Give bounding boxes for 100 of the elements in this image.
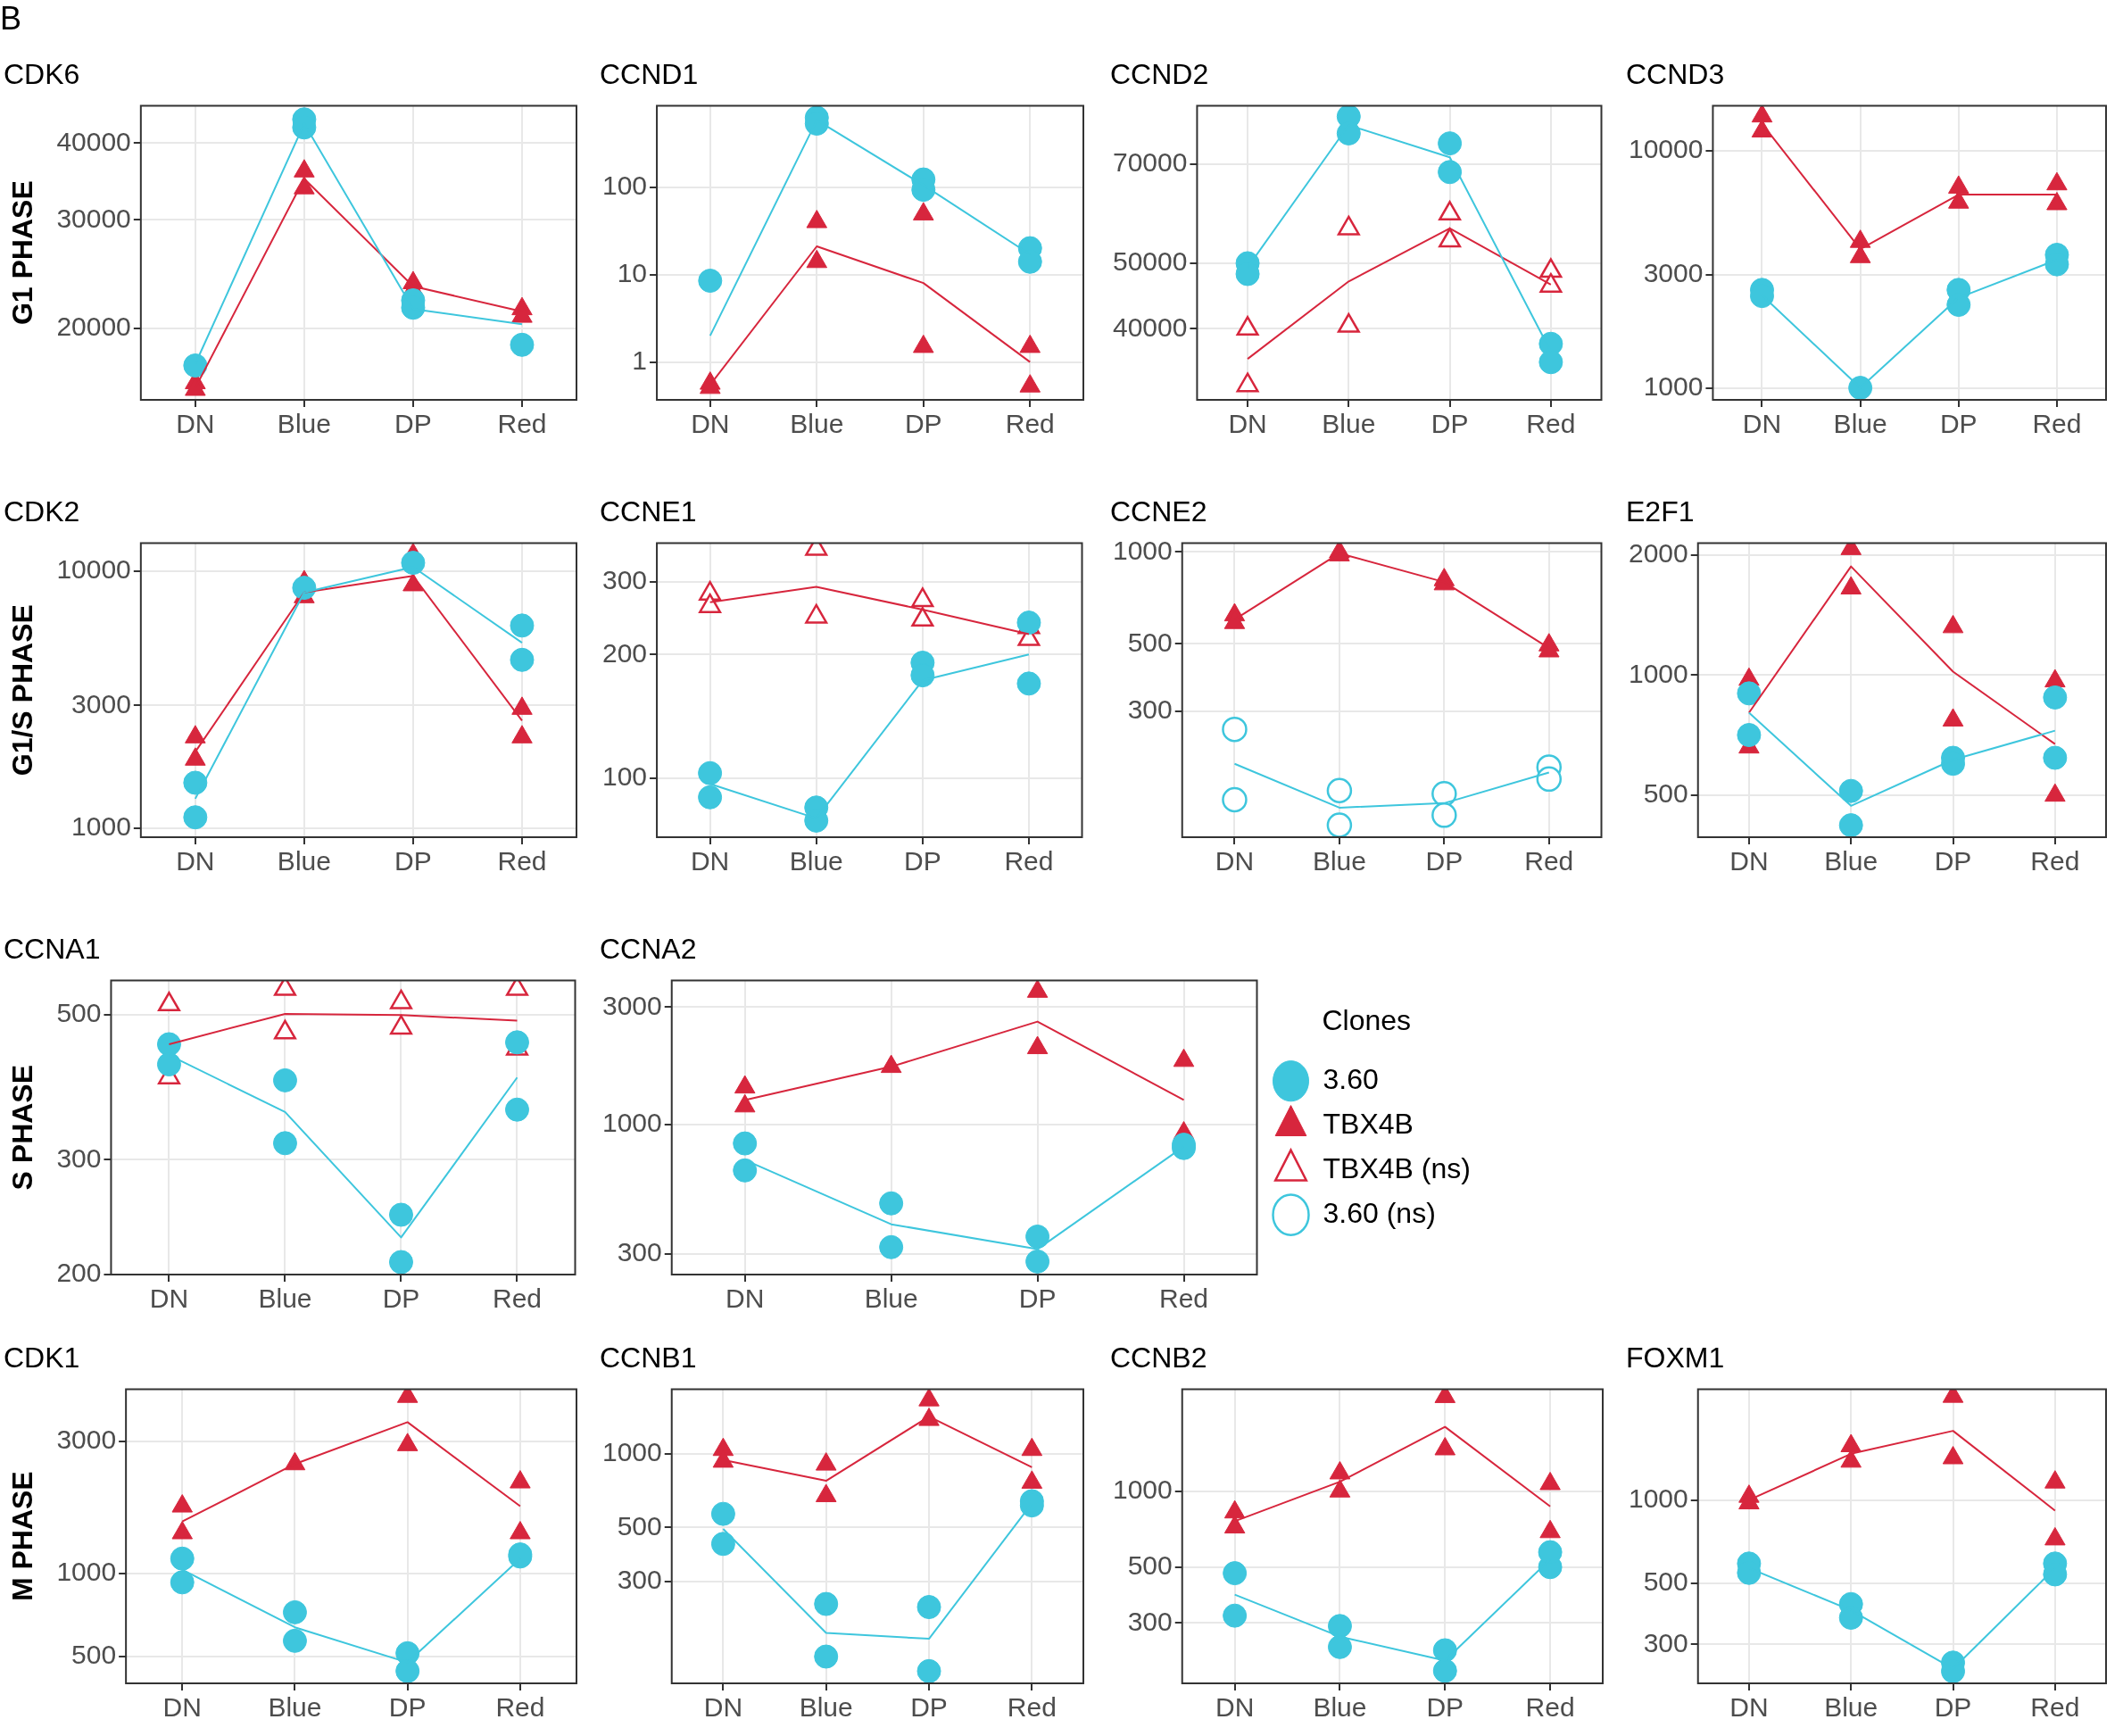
x-tick-label: Red [1159,1283,1209,1314]
y-tick-label: 70000 [1112,147,1188,178]
x-tick-label: Red [2030,1692,2080,1723]
y-tick-label: 1000 [1628,658,1688,688]
x-tick-label: Red [2032,409,2082,439]
x-tick-label: DP [1939,409,1978,439]
x-tick-label: DN [703,1692,743,1723]
legend-title: Clones [1322,1003,1412,1036]
y-tick-label: 300 [1127,1606,1173,1636]
y-tick-label: 500 [71,1639,117,1669]
chart-title: CDK6 [4,58,80,91]
y-tick-label: 3000 [1643,258,1704,288]
x-tick-label: DN [690,846,730,876]
x-tick-label: Red [497,409,547,439]
x-tick-label: Blue [1833,409,1887,439]
x-tick-label: DP [394,846,432,876]
x-tick-label: DP [910,1692,948,1723]
y-tick-label: 1000 [601,1437,662,1467]
y-tick-label: 1 [632,345,648,375]
y-tick-label: 3000 [56,1425,117,1455]
x-tick-label: DN [176,409,215,439]
x-tick-label: DP [1018,1283,1057,1314]
y-tick-label: 10000 [56,554,131,585]
y-tick-label: 10 [617,257,648,287]
legend-label: TBX4B [1323,1108,1414,1141]
x-tick-label: Blue [790,409,844,439]
y-tick-label: 1000 [71,810,131,841]
x-tick-label: DP [388,1692,427,1723]
chart-title: CDK2 [4,495,80,528]
y-axis-title: M PHASE [6,1471,39,1602]
x-tick-label: DN [1215,846,1255,876]
x-tick-label: DP [1934,846,1972,876]
x-tick-label: Blue [258,1283,312,1314]
y-tick-label: 100 [601,761,648,792]
legend-label: TBX4B (ns) [1323,1152,1471,1185]
y-tick-label: 500 [1127,627,1173,657]
x-tick-label: Red [1004,846,1054,876]
y-tick-label: 300 [617,1565,662,1595]
y-tick-label: 2000 [1628,537,1688,568]
chart-title: CCNB1 [600,1341,697,1375]
x-tick-label: DN [726,1283,765,1314]
chart-title: FOXM1 [1626,1341,1725,1375]
y-tick-label: 20000 [56,311,131,342]
legend-label: 3.60 [1323,1063,1379,1096]
y-tick-label: 3000 [601,990,662,1020]
chart-title: CCND3 [1626,58,1725,91]
y-tick-label: 3000 [71,688,131,718]
x-tick-label: Red [492,1283,543,1314]
y-tick-label: 30000 [56,203,131,233]
chart-title: CCND1 [600,58,699,91]
y-axis-title: G1/S PHASE [6,604,39,777]
y-tick-label: 300 [617,1236,662,1267]
y-tick-label: 1000 [1112,1474,1173,1505]
y-tick-label: 500 [1127,1550,1173,1581]
x-tick-label: DP [394,409,432,439]
x-tick-label: DN [1215,1692,1255,1723]
chart-title: CDK1 [4,1341,80,1375]
x-tick-label: Blue [1313,1692,1367,1723]
legend-label: 3.60 (ns) [1323,1197,1436,1230]
x-tick-label: DN [162,1692,202,1723]
x-tick-label: Blue [789,846,843,876]
y-tick-label: 1000 [601,1108,662,1138]
x-tick-label: Red [1525,1692,1575,1723]
x-tick-label: Red [1526,409,1576,439]
chart-title: CCNA1 [4,933,101,966]
y-tick-label: 500 [1643,1566,1688,1597]
y-tick-label: 500 [56,998,102,1028]
x-tick-label: Red [2030,846,2080,876]
x-tick-label: DN [149,1283,189,1314]
x-tick-label: DP [382,1283,420,1314]
y-tick-label: 1000 [1112,535,1173,565]
y-tick-label: 500 [1643,778,1688,809]
x-tick-label: Blue [277,409,331,439]
x-tick-label: Blue [1824,1692,1878,1723]
y-axis-title: S PHASE [6,1064,39,1191]
x-tick-label: DN [1729,1692,1769,1723]
text: B [0,0,22,37]
y-axis-title: G1 PHASE [6,180,39,326]
y-tick-label: 1000 [1643,370,1704,401]
chart-title: CCNE1 [600,495,697,528]
x-tick-label: Blue [268,1692,322,1723]
y-tick-label: 500 [617,1510,662,1541]
x-tick-label: DP [1431,409,1469,439]
chart-title: CCNE2 [1110,495,1207,528]
x-tick-label: Blue [1312,846,1366,876]
x-tick-label: DP [1934,1692,1972,1723]
y-tick-label: 40000 [1112,311,1188,342]
x-tick-label: Blue [864,1283,918,1314]
chart-title: CCNB2 [1110,1341,1207,1375]
x-tick-label: DN [176,846,215,876]
x-tick-label: DP [1426,1692,1464,1723]
x-tick-label: DP [1425,846,1464,876]
y-tick-label: 40000 [56,126,131,156]
x-tick-label: Red [495,1692,545,1723]
x-tick-label: DN [691,409,730,439]
y-tick-label: 1000 [1628,1483,1688,1513]
y-tick-label: 100 [601,170,648,200]
chart-title: E2F1 [1626,495,1695,528]
x-tick-label: Red [1524,846,1574,876]
y-tick-label: 300 [601,565,648,595]
